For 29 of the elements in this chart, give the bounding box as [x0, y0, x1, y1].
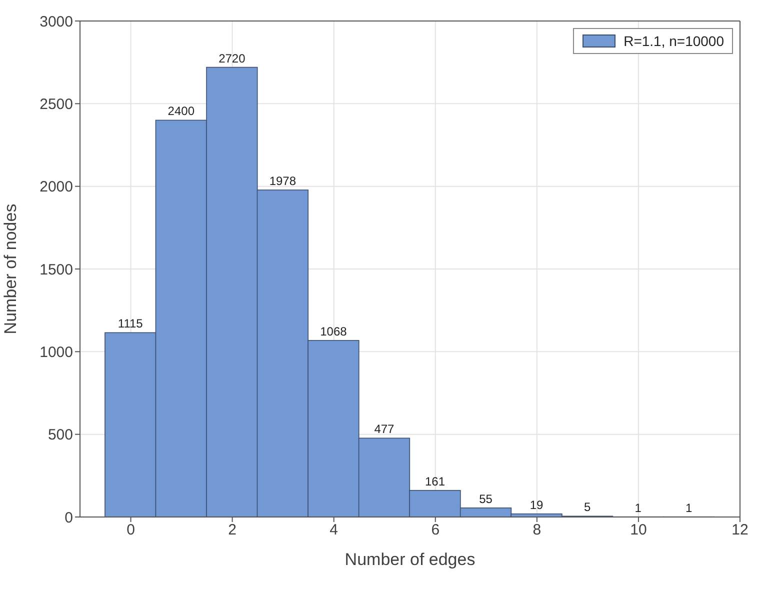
y-axis-title: Number of nodes [1, 204, 20, 334]
y-tick-label: 2000 [40, 178, 73, 196]
x-tick-label: 0 [126, 522, 135, 539]
x-tick-label: 2 [228, 522, 236, 539]
x-tick-label: 8 [532, 522, 542, 539]
data-label: 5 [584, 500, 591, 514]
y-tick-label: 500 [48, 426, 73, 444]
data-label: 161 [424, 474, 446, 488]
x-tick-label: 10 [630, 522, 647, 539]
data-label: 477 [374, 422, 395, 436]
data-label: 2720 [218, 51, 246, 66]
y-tick-label: 2500 [40, 96, 73, 113]
x-tick-label: 4 [330, 522, 338, 539]
x-tick-label: 6 [431, 522, 440, 539]
x-tick-label: 12 [732, 522, 748, 539]
data-label: 1 [634, 500, 642, 515]
y-tick-label: 3000 [40, 13, 73, 30]
data-label: 1115 [118, 316, 144, 331]
x-axis-title: Number of edges [344, 550, 476, 569]
y-tick-label: 1500 [40, 261, 73, 278]
y-tick-label: 1000 [40, 344, 73, 361]
data-label: 1068 [320, 324, 348, 338]
data-label: 1978 [269, 174, 296, 188]
data-label: 1 [686, 500, 692, 515]
legend-label: R=1.1, n=10000 [624, 33, 724, 49]
data-label: 55 [479, 492, 493, 506]
data-label: 2400 [168, 104, 195, 118]
data-label: 19 [530, 498, 544, 512]
y-tick-label: 0 [64, 509, 73, 526]
